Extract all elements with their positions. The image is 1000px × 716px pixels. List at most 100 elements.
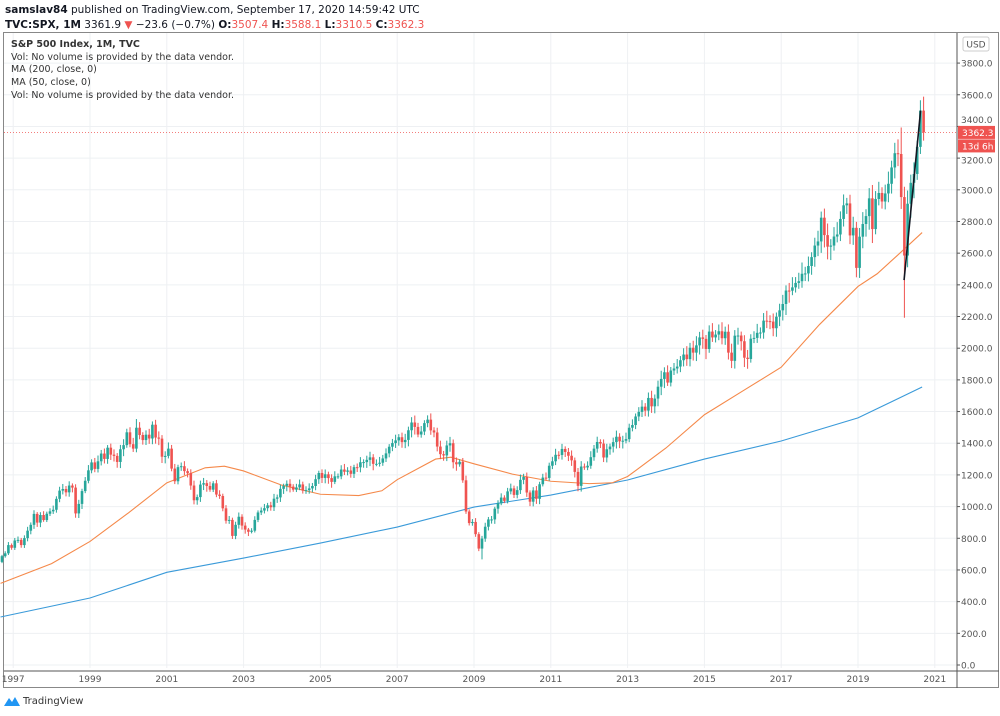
- symbol: TVC:SPX, 1M: [5, 19, 81, 31]
- candle: [627, 423, 631, 443]
- candle: [723, 326, 727, 345]
- currency-button: [962, 36, 990, 52]
- candle: [128, 427, 132, 448]
- candle-body: [899, 154, 903, 198]
- candle: [192, 480, 196, 505]
- candle: [173, 463, 177, 485]
- candle: [826, 223, 829, 260]
- candle-body: [330, 478, 333, 482]
- candle: [154, 419, 157, 444]
- open-label: O:: [218, 19, 232, 31]
- low-label: L:: [324, 19, 336, 31]
- candle-body: [288, 483, 292, 487]
- candle: [403, 433, 407, 449]
- chart-legend: S&P 500 Index, 1M, TVC Vol: No volume is…: [11, 39, 234, 103]
- candle-body: [499, 497, 503, 504]
- candle-body: [487, 519, 490, 527]
- candle-body: [915, 146, 919, 174]
- candle: [679, 356, 682, 373]
- y-tick-label: 1400.0: [961, 440, 993, 450]
- candle: [311, 482, 314, 493]
- candle: [368, 451, 372, 467]
- candle: [55, 496, 58, 513]
- candle-body: [7, 545, 10, 554]
- candle-body: [349, 470, 353, 474]
- y-tick-label: 3200.0: [961, 156, 993, 166]
- x-tick-label: 2015: [693, 675, 716, 685]
- candle: [867, 188, 871, 230]
- candle-body: [576, 471, 580, 486]
- candle-body: [195, 497, 199, 501]
- candle: [861, 212, 865, 249]
- candle: [605, 443, 609, 463]
- candle: [493, 506, 497, 524]
- candle: [365, 455, 369, 468]
- candle: [58, 486, 61, 503]
- candle: [483, 522, 487, 542]
- candle: [506, 487, 509, 504]
- x-tick-label: 2007: [386, 675, 409, 685]
- candle: [352, 464, 356, 479]
- candle-body: [58, 490, 61, 499]
- candle: [314, 474, 317, 491]
- candle: [259, 507, 263, 516]
- candle-body: [307, 488, 311, 491]
- candle: [784, 285, 788, 315]
- candle-body: [256, 512, 260, 520]
- y-tick-label: 2400.0: [961, 281, 993, 291]
- candle: [666, 365, 669, 386]
- candle-body: [679, 360, 682, 367]
- x-tick-label: 2019: [847, 675, 870, 685]
- candle-body: [720, 331, 724, 339]
- candle-body: [605, 449, 609, 458]
- candle-body: [87, 470, 90, 481]
- candle: [794, 277, 797, 293]
- candle: [429, 413, 433, 435]
- candle: [99, 449, 103, 466]
- candle: [589, 451, 593, 469]
- candle-body: [285, 483, 289, 486]
- candle: [823, 208, 826, 248]
- legend-title: S&P 500 Index, 1M, TVC: [11, 39, 140, 50]
- candle: [295, 483, 298, 493]
- candle-body: [794, 282, 797, 288]
- candle-body: [23, 538, 26, 546]
- candle-body: [528, 492, 532, 502]
- y-tick-label: 2200.0: [961, 313, 993, 323]
- candle: [391, 438, 394, 452]
- candle-body: [365, 459, 369, 463]
- candle-body: [311, 486, 314, 489]
- close-value: 3362.3: [387, 19, 425, 31]
- candle: [138, 422, 141, 440]
- candle-body: [448, 443, 452, 446]
- candle-body: [397, 437, 401, 441]
- candle: [247, 527, 250, 537]
- candle: [439, 440, 442, 460]
- candle: [685, 346, 689, 366]
- candle: [343, 463, 346, 476]
- candle-body: [19, 539, 23, 546]
- candle-body: [138, 427, 141, 436]
- candle: [333, 471, 337, 485]
- candle-body: [218, 494, 221, 496]
- candle: [16, 536, 20, 544]
- candle-body: [656, 386, 660, 399]
- candle-body: [768, 321, 772, 323]
- candle: [266, 502, 269, 512]
- legend-ma50: MA (50, close, 0): [11, 77, 91, 89]
- candle: [237, 512, 241, 529]
- candle-body: [483, 526, 487, 539]
- candle-body: [922, 110, 925, 133]
- candle-body: [877, 192, 881, 199]
- candle: [599, 439, 602, 449]
- candle-body: [640, 406, 644, 412]
- tradingview-logo[interactable]: TradingView: [4, 696, 83, 707]
- candle: [778, 303, 781, 327]
- candle: [423, 420, 426, 436]
- author-link[interactable]: samslav84: [5, 4, 68, 16]
- candle-body: [275, 497, 279, 499]
- candle-body: [154, 424, 157, 438]
- candle: [279, 484, 282, 502]
- candle-body: [327, 474, 330, 479]
